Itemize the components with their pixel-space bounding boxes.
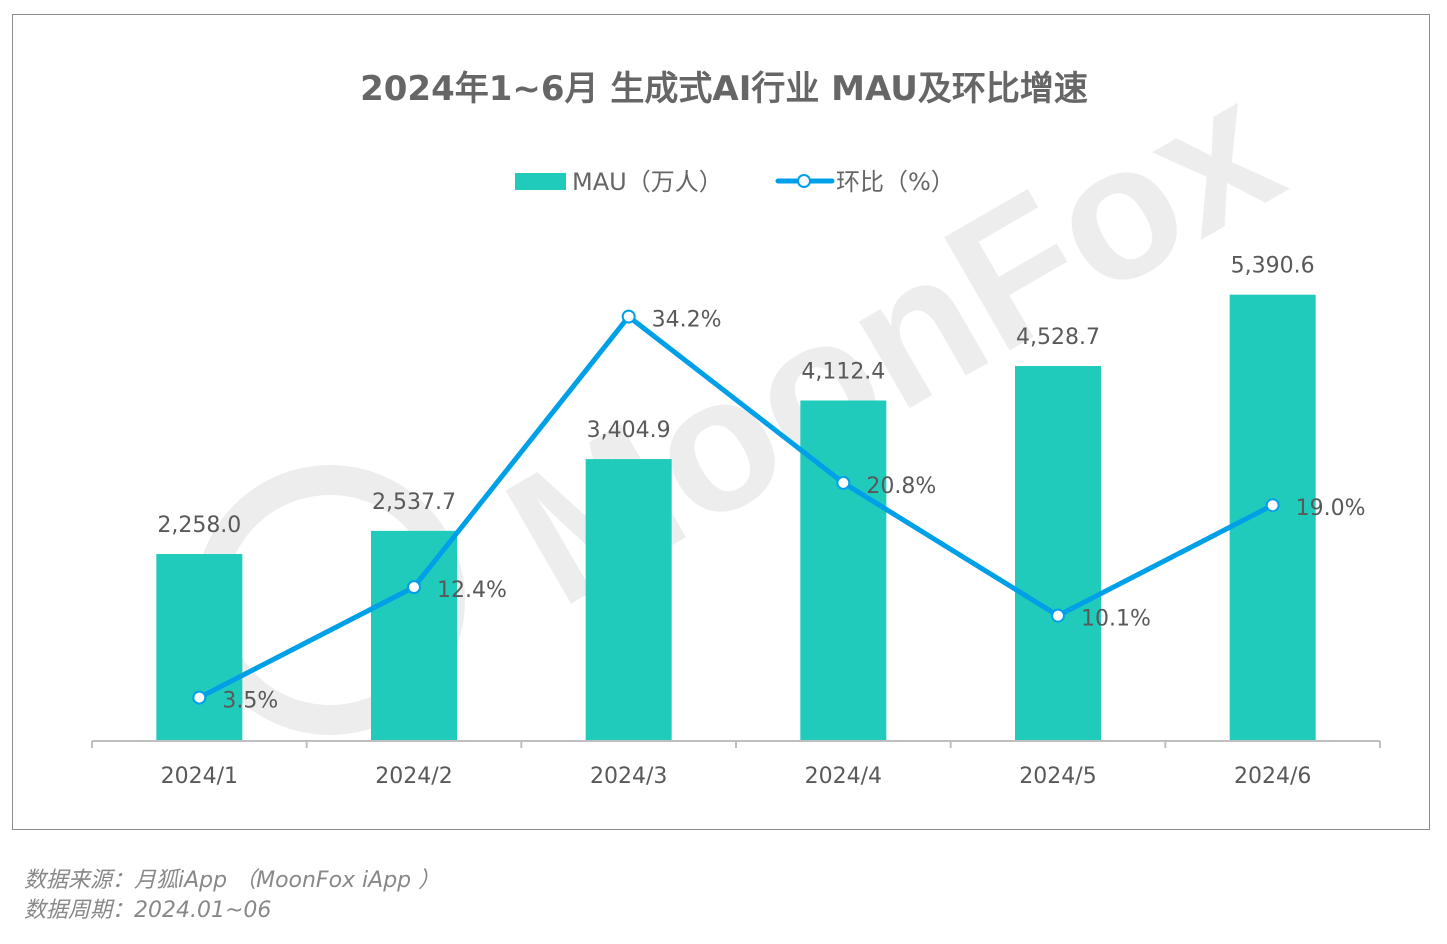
- legend-label-growth: 环比（%）: [836, 168, 955, 196]
- x-tick-label: 2024/2: [375, 764, 452, 789]
- chart-title: 2024年1~6月 生成式AI行业 MAU及环比增速: [360, 69, 1088, 109]
- growth-data-label: 12.4%: [437, 578, 507, 603]
- bar-data-label: 5,390.6: [1231, 254, 1315, 279]
- x-tick-label: 2024/3: [590, 764, 667, 789]
- growth-data-label: 3.5%: [222, 689, 278, 714]
- growth-point: [1265, 498, 1280, 513]
- bar-data-label: 2,537.7: [372, 490, 456, 515]
- x-tick-label: 2024/1: [161, 764, 238, 789]
- bar-data-label: 4,528.7: [1016, 325, 1100, 350]
- footer-period: 数据周期：2024.01~06: [24, 898, 272, 923]
- legend: MAU（万人） 环比（%）: [515, 168, 955, 196]
- bar-mau: [371, 530, 457, 741]
- bar-mau: [156, 554, 243, 741]
- growth-point: [192, 690, 207, 705]
- legend-label-mau: MAU（万人）: [572, 168, 723, 196]
- growth-line: [198, 314, 1274, 700]
- bar-mau: [800, 400, 887, 741]
- chart-frame: [12, 14, 1430, 830]
- bar-data-label: 2,258.0: [157, 513, 241, 538]
- growth-data-label: 34.2%: [652, 308, 722, 333]
- legend-marker: [797, 174, 811, 188]
- growth-data-label: 19.0%: [1296, 496, 1366, 521]
- x-tick-label: 2024/4: [805, 764, 882, 789]
- bar-mau: [1015, 366, 1101, 741]
- growth-data-label: 10.1%: [1081, 607, 1151, 632]
- bar-data-label: 4,112.4: [801, 359, 885, 384]
- bar-mau: [585, 459, 672, 741]
- growth-data-label: 20.8%: [866, 474, 936, 499]
- growth-point: [407, 580, 421, 595]
- growth-point: [836, 475, 851, 490]
- legend-swatch-mau: [515, 173, 566, 190]
- bar-data-label: 3,404.9: [587, 418, 671, 443]
- x-tick-label: 2024/5: [1019, 764, 1096, 789]
- growth-point: [1051, 608, 1065, 623]
- footer-source: 数据来源：月狐iApp （MoonFox iApp ）: [24, 868, 441, 893]
- x-tick-label: 2024/6: [1234, 764, 1311, 789]
- growth-point: [621, 309, 636, 324]
